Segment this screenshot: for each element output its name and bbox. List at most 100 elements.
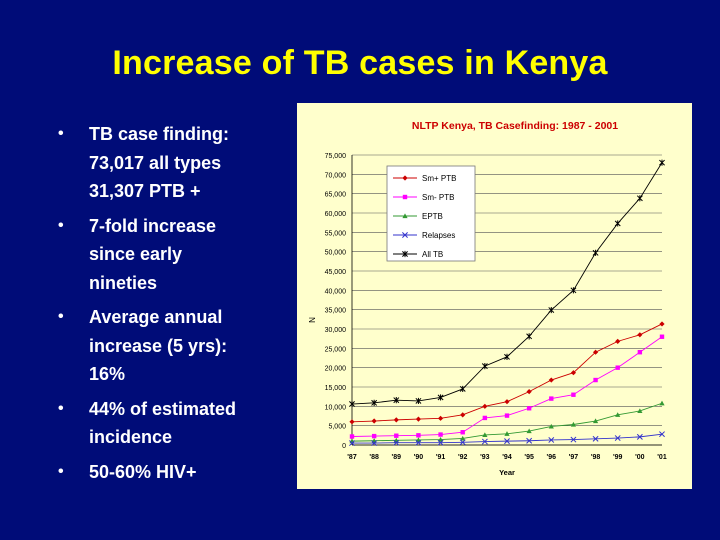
data-point: [504, 413, 510, 418]
data-point: [459, 439, 466, 446]
x-axis-label: Year: [499, 468, 515, 477]
legend-entry-label: All TB: [422, 250, 443, 259]
series-line: [351, 336, 663, 437]
data-point: [437, 436, 444, 442]
bullet-dot: •: [58, 125, 64, 142]
data-point: [481, 363, 488, 370]
legend-entry-label: EPTB: [422, 212, 443, 221]
x-tick-label: '94: [502, 454, 512, 461]
tb-casefinding-chart: NLTP Kenya, TB Casefinding: 1987 - 2001 0…: [308, 120, 667, 477]
data-point: [570, 287, 577, 294]
x-tick-label: '99: [613, 454, 623, 461]
data-point: [460, 412, 466, 418]
bullet-line: 7-fold increase: [89, 215, 217, 236]
data-point: [459, 385, 466, 393]
x-tick-label: '87: [347, 454, 357, 461]
data-point: [437, 415, 444, 421]
legend-swatch-marker: [402, 175, 408, 181]
bullet-line: 73,017 all types: [89, 152, 222, 173]
data-point: [592, 249, 599, 256]
data-point: [416, 433, 421, 438]
y-axis-label: N: [308, 317, 317, 323]
data-point: [614, 220, 621, 227]
legend-entry-label: Relapses: [422, 231, 455, 240]
data-point: [659, 334, 665, 339]
data-point: [526, 437, 533, 444]
data-point: [526, 406, 532, 411]
data-point: [504, 431, 510, 436]
data-point: [570, 436, 577, 443]
data-point: [592, 435, 599, 442]
data-point: [615, 338, 621, 344]
y-tick-label: 5,000: [328, 424, 346, 431]
y-tick-label: 30,000: [325, 327, 347, 334]
bullet-line: Average annual: [89, 307, 223, 327]
data-point: [614, 435, 621, 441]
data-point: [415, 397, 422, 405]
data-point: [481, 438, 488, 445]
data-point: [659, 431, 665, 438]
data-point: [659, 159, 665, 166]
legend-swatch-marker: [402, 213, 408, 219]
data-point: [637, 332, 643, 338]
data-point: [482, 415, 488, 421]
data-point: [415, 439, 422, 446]
bullet-line: incidence: [89, 427, 173, 447]
data-point: [371, 440, 378, 447]
y-tick-label: 40,000: [325, 288, 347, 295]
bullet-item: • Average annual increase (5 yrs): 16%: [58, 303, 298, 389]
y-tick-label: 45,000: [325, 269, 347, 276]
x-tick-label: '93: [480, 454, 490, 461]
data-point: [349, 440, 355, 447]
legend-box: [386, 165, 476, 262]
data-point: [615, 412, 621, 417]
bullet-line: 16%: [89, 364, 126, 384]
x-tick-label: '01: [657, 454, 667, 461]
bullet-dot: •: [58, 308, 64, 325]
data-point: [393, 397, 400, 404]
data-point: [371, 399, 378, 406]
x-tick-label: '91: [436, 454, 446, 461]
bullet-dot: •: [58, 399, 64, 417]
data-point: [637, 408, 643, 414]
data-point: [636, 195, 643, 202]
data-point: [394, 433, 399, 438]
data-point: [349, 419, 355, 425]
data-point: [615, 365, 620, 370]
data-point: [393, 439, 400, 446]
y-tick-label: 35,000: [325, 308, 347, 315]
bullet-item: • TB case finding: 73,017 all types 31,3…: [58, 120, 298, 206]
chart-panel: NLTP Kenya, TB Casefinding: 1987 - 2001 0…: [297, 103, 692, 489]
data-point: [504, 399, 510, 405]
data-point: [571, 392, 576, 397]
data-point: [482, 432, 488, 438]
bullet-item: • 50-60% HIV+: [58, 458, 298, 487]
legend-entry-label: Sm+ PTB: [422, 174, 456, 183]
x-tick-label: '97: [569, 454, 579, 461]
x-tick-label: '00: [635, 454, 645, 461]
data-point: [548, 306, 555, 314]
y-tick-label: 70,000: [325, 172, 347, 179]
slide-title: Increase of TB cases in Kenya: [112, 44, 608, 82]
data-point: [637, 350, 643, 355]
bullet-dot: •: [58, 462, 64, 480]
x-tick-label: '88: [369, 454, 379, 461]
bullet-line: 44% of estimated: [89, 398, 237, 419]
bullet-line: since early: [89, 244, 183, 264]
y-tick-label: 60,000: [325, 211, 347, 218]
x-tick-label: '96: [547, 454, 557, 461]
y-tick-label: 0: [342, 443, 346, 450]
legend-entry-label: Sm- PTB: [422, 193, 454, 202]
data-point: [570, 421, 577, 427]
data-point: [393, 417, 399, 423]
bullet-line: nineties: [89, 272, 158, 293]
y-tick-label: 75,000: [325, 153, 347, 160]
data-point: [526, 428, 532, 434]
data-point: [437, 439, 444, 446]
data-point: [437, 394, 444, 401]
chart-title: NLTP Kenya, TB Casefinding: 1987 - 2001: [412, 120, 618, 132]
data-point: [438, 432, 443, 437]
data-point: [371, 433, 377, 439]
bullet-line: 50-60% HIV+: [89, 461, 197, 482]
data-point: [371, 418, 377, 424]
